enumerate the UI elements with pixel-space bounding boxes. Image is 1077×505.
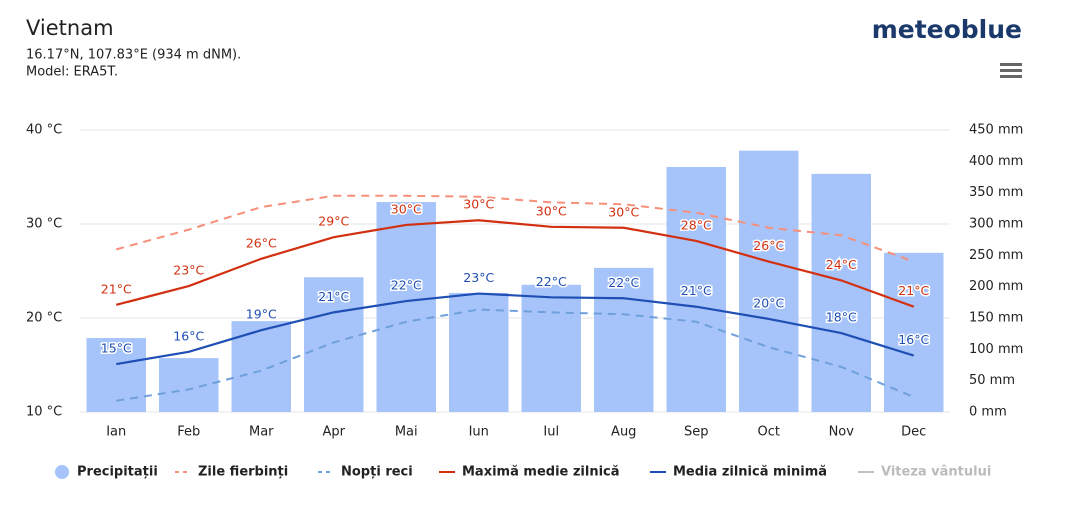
value-label: 26°C — [753, 238, 784, 253]
value-label: 30°C — [463, 197, 494, 212]
legend-label: Maximă medie zilnică — [462, 465, 620, 480]
value-label: 22°C — [536, 274, 567, 289]
x-tick-label: Mar — [249, 425, 274, 440]
legend-label: Media zilnică minimă — [673, 465, 827, 480]
precip-bar — [666, 166, 726, 412]
value-label: 15°C — [101, 341, 132, 356]
value-label: 21°C — [681, 283, 712, 298]
y2-tick-label: 200 mm — [969, 279, 1023, 294]
y-tick-label: 30 °C — [26, 217, 62, 232]
y-tick-label: 40 °C — [26, 123, 62, 138]
x-tick-label: Iul — [543, 425, 559, 440]
y2-tick-label: 150 mm — [969, 311, 1023, 326]
y2-tick-label: 50 mm — [969, 373, 1015, 388]
x-tick-label: Sep — [684, 425, 709, 440]
menu-icon[interactable] — [1000, 63, 1022, 78]
precip-bar — [521, 284, 581, 412]
model: Model: ERA5T. — [26, 65, 118, 80]
value-label: 21°C — [898, 283, 929, 298]
value-label: 22°C — [608, 275, 639, 290]
x-tick-label: Oct — [758, 425, 780, 440]
y2-tick-label: 100 mm — [969, 342, 1023, 357]
value-label: 21°C — [101, 281, 132, 296]
precip-bar — [594, 267, 654, 412]
x-tick-label: Apr — [323, 425, 346, 440]
legend-label: Precipitații — [77, 465, 158, 480]
y2-tick-label: 0 mm — [969, 405, 1007, 420]
value-label: 24°C — [826, 257, 857, 272]
value-label: 26°C — [246, 235, 277, 250]
value-label: 23°C — [463, 270, 494, 285]
x-tick-label: Nov — [829, 425, 855, 440]
value-label: 16°C — [173, 328, 204, 343]
value-label: 22°C — [391, 278, 422, 293]
value-label: 21°C — [318, 289, 349, 304]
precip-bar — [86, 338, 146, 412]
legend-label: Viteza vântului — [881, 465, 991, 480]
y-tick-label: 20 °C — [26, 311, 62, 326]
x-tick-label: Dec — [901, 425, 926, 440]
legend-label: Zile fierbinți — [198, 465, 288, 480]
y2-tick-label: 450 mm — [969, 123, 1023, 138]
line — [116, 308, 915, 402]
precip-bar — [376, 202, 436, 412]
precip-bar — [739, 150, 799, 412]
line — [116, 292, 915, 366]
x-tick-label: Ian — [106, 425, 126, 440]
precip-bar — [811, 173, 871, 412]
x-tick-label: Mai — [395, 425, 418, 440]
precip-bar — [884, 252, 944, 412]
value-label: 29°C — [318, 214, 349, 229]
value-label: 30°C — [391, 201, 422, 216]
value-label: 30°C — [608, 204, 639, 219]
y2-tick-label: 350 mm — [969, 185, 1023, 200]
value-label: 20°C — [753, 295, 784, 310]
y2-tick-label: 300 mm — [969, 217, 1023, 232]
x-tick-label: Iun — [469, 425, 489, 440]
value-label: 18°C — [826, 310, 857, 325]
subtitle: 16.17°N, 107.83°E (934 m dNM). — [26, 48, 241, 63]
value-label: 19°C — [246, 307, 277, 322]
x-tick-label: Feb — [177, 425, 200, 440]
x-tick-label: Aug — [611, 425, 636, 440]
logo: meteoblue — [872, 15, 1022, 44]
line — [115, 219, 915, 308]
value-label: 23°C — [173, 263, 204, 278]
legend-label: Nopți reci — [341, 465, 413, 480]
value-label: 16°C — [898, 332, 929, 347]
precip-bar — [231, 321, 291, 412]
legend-marker — [55, 465, 69, 479]
value-label: 28°C — [681, 217, 712, 232]
value-label: 30°C — [536, 203, 567, 218]
line — [115, 194, 915, 263]
precip-bar — [304, 277, 364, 412]
y2-tick-label: 250 mm — [969, 248, 1023, 263]
y-tick-label: 10 °C — [26, 405, 62, 420]
precip-bar — [159, 358, 219, 412]
y2-tick-label: 400 mm — [969, 154, 1023, 169]
title: Vietnam — [26, 16, 114, 40]
